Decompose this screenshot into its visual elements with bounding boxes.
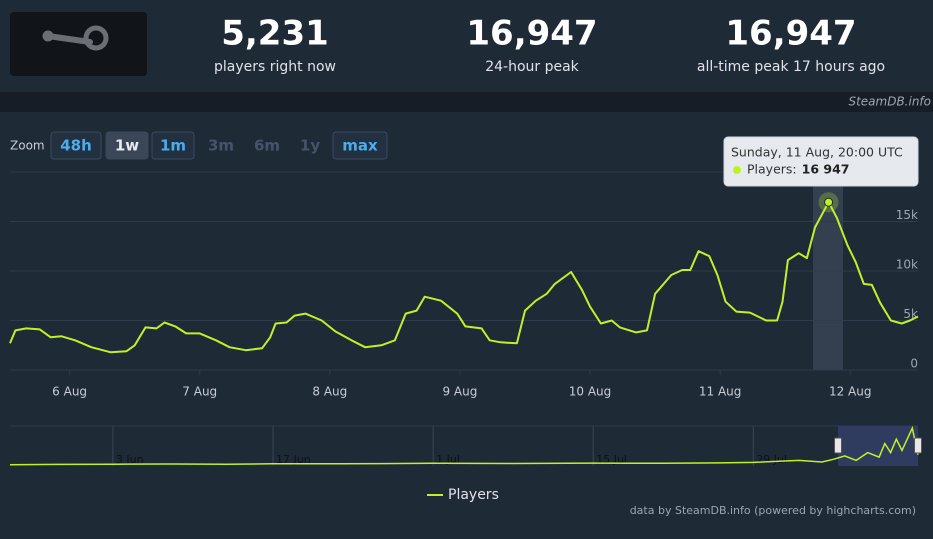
zoom-button-bg [105,131,149,160]
x-tick-label: 11 Aug [699,385,742,399]
zoom-button-bg [151,131,195,160]
stat-value: 16,947 [466,14,597,54]
steam-logo [42,25,109,51]
logo-box [10,12,147,76]
navigator-tick-label: 3 Jun [116,453,144,466]
tooltip-dot [733,166,741,174]
navigator-tick-label: 17 Jun [276,453,311,466]
navigator-line [9,425,919,466]
zoom-button[interactable]: 48h [50,131,102,160]
x-tick-label: 10 Aug [569,385,612,399]
y-tick-label: 0 [910,357,918,371]
watermark: SteamDB.info [848,95,931,109]
credits: data by SteamDB.info (powered by highcha… [630,504,916,517]
zoom-button[interactable]: 1w [105,131,149,160]
zoom-button-label: 1y [300,137,320,155]
navigator-tick-label: 15 Jul [596,453,627,466]
zoom-button[interactable]: max [332,131,388,160]
stat-value: 5,231 [221,14,329,54]
zoom-button-label: 6m [254,137,280,155]
navigator-handle[interactable] [914,437,922,454]
zoom-button-label: max [342,137,378,155]
zoom-button-label: 48h [60,137,92,155]
tooltip-label: Players: [747,162,797,177]
navigator-handle[interactable] [834,437,842,454]
x-tick-label: 9 Aug [442,385,477,399]
zoom-button: 1y [300,137,320,155]
zoom-button-bg [50,131,102,160]
zoom-button-label: 1m [160,137,186,155]
tooltip-date: Sunday, 11 Aug, 20:00 UTC [731,145,903,160]
tooltip-box [723,136,919,187]
zoom-button[interactable]: 1m [151,131,195,160]
tooltip-value: 16 947 [802,162,850,177]
x-tick-label: 12 Aug [829,385,872,399]
zoom-button-label: 1w [115,137,139,155]
zoom-button: 6m [254,137,280,155]
peak-marker [824,197,834,207]
zoom-button: 3m [208,137,234,155]
x-tick-label: 8 Aug [312,385,347,399]
watermark-bar [0,92,933,112]
x-tick-label: 7 Aug [182,385,217,399]
x-tick-label: 6 Aug [52,385,87,399]
y-tick-label: 5k [903,307,918,321]
navigator-tick-label: 29 Jul [756,453,787,466]
y-tick-label: 10k [896,258,918,272]
stat-value: 16,947 [725,14,856,54]
y-tick-label: 15k [896,208,918,222]
zoom-button-bg [332,131,388,160]
zoom-button-label: 3m [208,137,234,155]
navigator-selection [838,426,918,466]
stat-label: 24-hour peak [485,59,579,75]
stat-label: players right now [214,59,336,75]
tooltip: Sunday, 11 Aug, 20:00 UTC Players: 16 947 [723,136,919,187]
legend-label: Players [448,487,499,503]
players-line [9,201,919,354]
zoom-label: Zoom [10,139,45,153]
stat-label: all-time peak 17 hours ago [697,59,885,75]
